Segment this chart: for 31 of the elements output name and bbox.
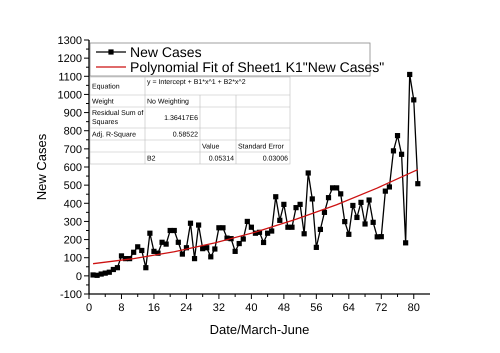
y-tick-label: 900 xyxy=(64,108,82,120)
y-tick-label: 300 xyxy=(64,216,82,228)
y-tick-label: 700 xyxy=(64,144,82,156)
legend-label: New Cases xyxy=(130,44,202,60)
legend-label: Polynomial Fit of Sheet1 K1"New Cases" xyxy=(130,59,384,75)
x-tick-label: 40 xyxy=(245,302,258,314)
y-tick-label: 1200 xyxy=(58,53,82,66)
x-tick-label: 72 xyxy=(375,302,388,314)
y-tick-label: 1300 xyxy=(58,35,82,47)
y-axis-title: New Cases xyxy=(34,133,49,200)
x-tick-label: 56 xyxy=(310,302,322,314)
x-tick-label: 24 xyxy=(180,302,193,314)
y-tick-label: -100 xyxy=(60,289,82,301)
x-tick-label: 16 xyxy=(148,302,160,314)
y-tick-label: 600 xyxy=(64,162,82,174)
y-tick-label: 0 xyxy=(76,270,82,283)
line-series xyxy=(92,168,418,264)
x-axis-title: Date/March-June xyxy=(210,322,310,337)
y-tick-label: 500 xyxy=(64,180,82,192)
y-tick-label: 1100 xyxy=(58,71,82,84)
x-tick-label: 32 xyxy=(212,302,226,314)
y-tick-label: 400 xyxy=(64,198,82,210)
x-tick-label: 80 xyxy=(408,302,420,314)
x-tick-label: 48 xyxy=(278,302,290,314)
y-tick-label: 200 xyxy=(64,234,82,247)
x-tick-label: 64 xyxy=(342,302,355,314)
y-tick-label: 800 xyxy=(64,126,82,138)
y-tick-label: 1000 xyxy=(58,89,82,102)
y-tick-label: 100 xyxy=(64,252,82,265)
x-tick-label: 8 xyxy=(118,302,125,314)
x-tick-label: 0 xyxy=(86,302,92,314)
